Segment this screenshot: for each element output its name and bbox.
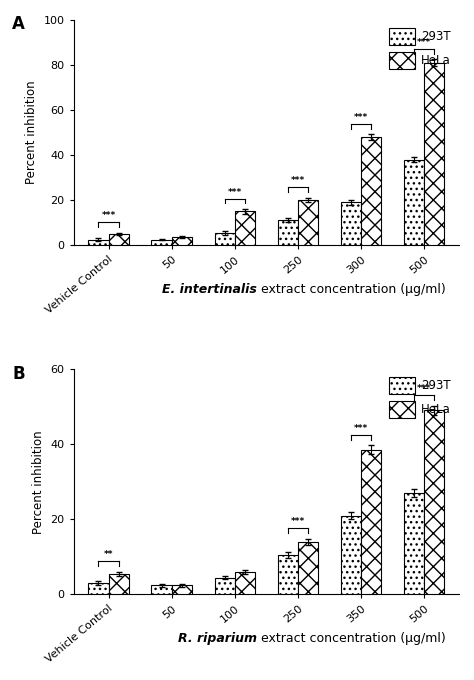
Text: ***: ***	[101, 211, 116, 220]
Bar	[341, 203, 361, 245]
Legend: 293T, HeLa: 293T, HeLa	[387, 375, 453, 420]
Bar	[278, 220, 298, 245]
Text: **: **	[104, 550, 113, 559]
Bar	[361, 450, 381, 594]
Bar	[215, 577, 235, 594]
Bar	[88, 239, 109, 245]
Bar	[278, 555, 298, 594]
Text: ***: ***	[417, 38, 431, 47]
Bar	[152, 585, 172, 594]
Text: extract concentration (μg/ml): extract concentration (μg/ml)	[257, 283, 446, 296]
Bar	[152, 239, 172, 245]
Bar	[424, 63, 445, 245]
Y-axis label: Percent inhibition: Percent inhibition	[25, 81, 38, 184]
Bar	[109, 234, 129, 245]
Text: R. riparium: R. riparium	[178, 632, 257, 645]
Bar	[298, 200, 318, 245]
Bar	[404, 160, 424, 245]
Bar	[235, 572, 255, 594]
Text: B: B	[12, 364, 25, 383]
Text: E. intertinalis: E. intertinalis	[162, 283, 257, 296]
Bar	[361, 137, 381, 245]
Bar	[404, 493, 424, 594]
Bar	[172, 585, 192, 594]
Bar	[298, 542, 318, 594]
Legend: 293T, HeLa: 293T, HeLa	[387, 26, 453, 71]
Bar	[172, 237, 192, 245]
Text: ***: ***	[291, 176, 305, 186]
Bar	[341, 515, 361, 594]
Text: ***: ***	[228, 188, 242, 197]
Text: A: A	[12, 15, 25, 33]
Text: extract concentration (μg/ml): extract concentration (μg/ml)	[257, 632, 446, 645]
Bar	[235, 211, 255, 245]
Bar	[424, 411, 445, 594]
Bar	[88, 583, 109, 594]
Text: ***: ***	[354, 113, 368, 122]
Text: ***: ***	[417, 384, 431, 393]
Y-axis label: Percent inhibition: Percent inhibition	[32, 430, 45, 534]
Text: ***: ***	[291, 517, 305, 526]
Bar	[215, 233, 235, 245]
Text: ***: ***	[354, 424, 368, 433]
Bar	[109, 574, 129, 594]
